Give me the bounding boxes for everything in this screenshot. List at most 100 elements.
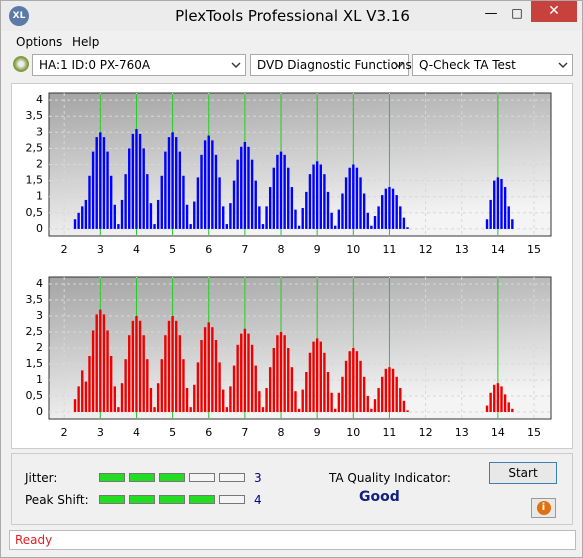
- bar: [128, 148, 131, 229]
- charts: 00,511,522,533,542 3 4 5 6 7 8 9 10 11 12 13 14 1500,…: [26, 92, 552, 439]
- x-tick-label: 7: [241, 243, 248, 256]
- bar: [261, 407, 265, 412]
- bar: [175, 137, 178, 229]
- bar: [135, 316, 138, 412]
- x-tick-label: 2: [61, 243, 68, 256]
- bar: [149, 203, 153, 229]
- x-tick-label: 14: [491, 426, 505, 439]
- bar: [330, 392, 333, 412]
- info-button[interactable]: i: [531, 498, 556, 518]
- bar: [297, 225, 301, 229]
- drive-icon: [13, 56, 29, 72]
- meter-segment: [219, 473, 245, 482]
- bar: [102, 314, 106, 412]
- x-tick-label: 10: [346, 426, 360, 439]
- x-tick-label: 13: [455, 243, 469, 256]
- bar: [402, 400, 406, 412]
- bar: [370, 225, 373, 229]
- x-tick-label: 7: [241, 426, 248, 439]
- meter-segment: [159, 495, 185, 504]
- bar: [319, 164, 322, 229]
- bar: [326, 371, 330, 412]
- bar: [276, 335, 279, 412]
- bar: [496, 383, 500, 412]
- bar: [399, 206, 402, 229]
- bar: [240, 146, 243, 229]
- x-tick-label: 11: [382, 426, 396, 439]
- bar: [229, 386, 232, 412]
- y-tick-label: 2,5: [26, 141, 44, 154]
- bar: [373, 399, 377, 412]
- x-tick-label: 6: [205, 243, 212, 256]
- bar: [95, 314, 98, 412]
- minimize-button[interactable]: —: [484, 6, 498, 21]
- x-tick-label: 2: [61, 426, 68, 439]
- bar: [247, 333, 250, 412]
- bar: [84, 381, 88, 412]
- y-tick-label: 0,5: [26, 206, 44, 219]
- bar: [272, 348, 275, 412]
- bar: [283, 154, 286, 229]
- status-bar: [9, 530, 576, 550]
- meter-segment: [129, 495, 155, 504]
- bar: [287, 348, 290, 412]
- bar: [344, 360, 348, 412]
- bar: [377, 206, 380, 229]
- bar: [355, 351, 359, 412]
- bar: [218, 177, 221, 229]
- bar: [485, 405, 489, 412]
- bar: [388, 367, 391, 412]
- test-select[interactable]: Q-Check TA Test: [412, 54, 573, 76]
- bar: [153, 407, 156, 412]
- meter-segment: [99, 473, 125, 482]
- bar: [232, 180, 236, 229]
- bar: [138, 133, 142, 229]
- bar: [294, 391, 297, 412]
- bar: [109, 355, 113, 412]
- bar: [507, 402, 510, 412]
- bar: [185, 387, 189, 412]
- bar: [323, 174, 326, 229]
- bar: [167, 137, 171, 229]
- start-button[interactable]: Start: [489, 462, 557, 484]
- close-button[interactable]: ✕: [531, 1, 577, 22]
- bar: [124, 359, 127, 412]
- x-tick-label: 4: [133, 426, 140, 439]
- bar: [196, 362, 200, 412]
- bar: [178, 335, 182, 412]
- y-tick-label: 1: [36, 373, 43, 386]
- bar: [236, 344, 239, 412]
- maximize-button[interactable]: □: [511, 6, 523, 20]
- bar: [193, 384, 196, 412]
- bar: [200, 154, 203, 229]
- bar: [99, 132, 102, 229]
- dropdown-arrow: [231, 62, 241, 68]
- bar: [391, 368, 395, 412]
- menu-item[interactable]: Help: [72, 35, 100, 49]
- bar: [200, 340, 203, 412]
- bar: [334, 225, 337, 229]
- menu-item[interactable]: Options: [16, 35, 63, 49]
- title-bar: [1, 1, 582, 31]
- bar: [272, 167, 275, 229]
- bar: [211, 327, 214, 412]
- y-tick-label: 2: [36, 158, 43, 171]
- bar: [511, 408, 514, 412]
- drive-select[interactable]: HA:1 ID:0 PX-760A: [32, 54, 246, 76]
- y-tick-label: 3,5: [26, 109, 44, 122]
- bar: [290, 367, 294, 412]
- bar: [88, 355, 91, 412]
- function-select[interactable]: DVD Diagnostic Functions: [250, 54, 412, 76]
- bar: [312, 164, 315, 229]
- bar: [352, 348, 355, 412]
- peak-shift-value: 4: [254, 493, 262, 507]
- bar: [222, 206, 225, 229]
- bar: [265, 206, 268, 229]
- bar: [283, 335, 286, 412]
- bar: [128, 335, 131, 412]
- bar: [214, 154, 218, 229]
- drive-text: HA:1 ID:0 PX-760A: [39, 58, 151, 72]
- bar: [142, 148, 145, 229]
- bar: [493, 180, 496, 229]
- bar: [348, 167, 351, 229]
